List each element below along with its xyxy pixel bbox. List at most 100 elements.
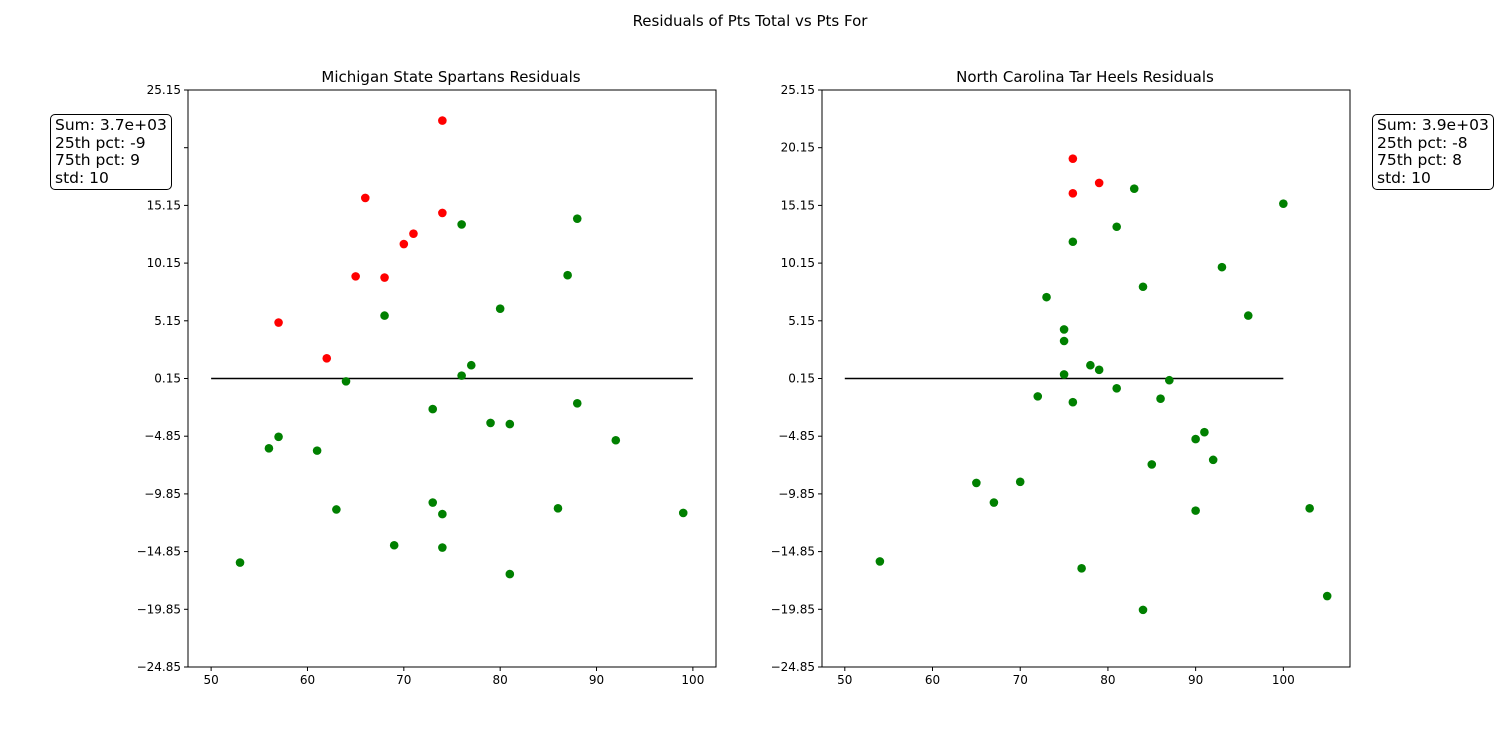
point-green (274, 432, 283, 442)
y-tick-label: −9.85 (144, 487, 181, 501)
point-red (380, 273, 389, 282)
y-tick-label: −24.85 (771, 660, 815, 674)
point-red (360, 193, 370, 203)
x-tick-label: 90 (1188, 673, 1203, 687)
point-green (1015, 477, 1025, 487)
x-tick-label: 50 (837, 673, 852, 687)
point-green (1077, 564, 1086, 573)
y-tick-label: 0.15 (788, 372, 815, 386)
y-tick-label: 10.15 (781, 256, 815, 270)
x-tick-label: 60 (300, 673, 315, 687)
x-tick-label: 100 (1272, 673, 1295, 687)
y-tick-label: −24.85 (137, 660, 181, 674)
x-tick-label: 70 (1013, 673, 1028, 687)
point-green (1165, 375, 1174, 385)
y-tick-label: 0.15 (154, 372, 181, 386)
panel-north-carolina: North Carolina Tar Heels Residuals 50 60 7… (771, 68, 1351, 687)
point-green (1208, 455, 1218, 465)
y-tick-label: 15.15 (147, 198, 181, 212)
point-green (553, 504, 563, 513)
x-tick-label: 80 (1100, 673, 1115, 687)
point-green (563, 270, 572, 280)
stats-box-north-carolina: Sum: 3.9e+03 25th pct: -8 75th pct: 8 st… (1372, 114, 1494, 190)
point-green (1191, 506, 1200, 515)
x-tick-label: 80 (493, 673, 508, 687)
point-green (611, 435, 621, 445)
point-green (972, 478, 981, 488)
point-green (505, 569, 515, 579)
y-tick-label: 25.15 (781, 83, 815, 97)
point-green (1305, 504, 1314, 513)
x-tick-label: 100 (681, 673, 704, 687)
point-red (274, 318, 283, 327)
point-red (438, 208, 447, 218)
point-green (457, 220, 466, 229)
point-green (1243, 311, 1253, 320)
point-green (1217, 262, 1227, 272)
panel-title: Michigan State Spartans Residuals (321, 68, 580, 86)
point-red (322, 354, 332, 363)
stats-75th-pct: 75th pct: 8 (1377, 151, 1463, 169)
point-green (466, 360, 476, 370)
point-green (380, 311, 389, 320)
point-green (1059, 325, 1069, 334)
point-green (1094, 365, 1104, 375)
point-green (1156, 394, 1165, 403)
point-green (1059, 370, 1069, 379)
y-tick-label: −14.85 (137, 545, 181, 559)
y-tick-label: −19.85 (771, 602, 815, 616)
point-green (1138, 282, 1148, 292)
point-red (1068, 154, 1078, 163)
y-tick-label: 15.15 (781, 198, 815, 212)
point-green (1042, 292, 1051, 302)
stats-sum: Sum: 3.7e+03 (55, 116, 167, 134)
y-tick-label: −4.85 (144, 429, 181, 443)
x-tick-label: 50 (203, 673, 218, 687)
point-green (1138, 605, 1148, 615)
stats-sum: Sum: 3.9e+03 (1377, 116, 1489, 134)
point-red (351, 272, 360, 281)
point-red (438, 116, 447, 125)
point-green (1279, 199, 1288, 208)
point-red (1068, 188, 1078, 198)
y-tick-label: 5.15 (788, 314, 815, 328)
point-green (1086, 360, 1095, 370)
point-green (875, 557, 885, 566)
point-green (332, 505, 341, 514)
x-tick-label: 60 (925, 673, 940, 687)
point-green (341, 377, 351, 386)
point-green (428, 404, 438, 414)
y-tick-label: −4.85 (778, 429, 815, 443)
y-tick-label: −19.85 (137, 602, 181, 616)
stats-25th-pct: 25th pct: -8 (1377, 133, 1468, 152)
y-tick-label: 20.15 (781, 141, 815, 155)
point-green (486, 418, 495, 428)
point-green (505, 419, 515, 429)
point-green (678, 508, 688, 518)
x-tick-label: 70 (396, 673, 411, 687)
stats-std: std: 10 (55, 168, 109, 187)
panel-michigan-state: Michigan State Spartans Residuals 50 60 70… (137, 68, 717, 687)
y-tick-label: 10.15 (147, 256, 181, 270)
point-green (1147, 460, 1157, 469)
point-green (1068, 397, 1078, 407)
panel-title: North Carolina Tar Heels Residuals (956, 68, 1214, 86)
y-tick-label: 5.15 (154, 314, 181, 328)
point-green (1112, 222, 1121, 232)
point-green (1059, 336, 1069, 346)
stats-box-michigan-state: Sum: 3.7e+03 25th pct: -9 75th pct: 9 st… (50, 114, 172, 190)
y-tick-label: −14.85 (771, 545, 815, 559)
point-green (264, 444, 274, 453)
point-green (1191, 434, 1200, 444)
point-green (1322, 591, 1332, 601)
point-green (438, 543, 447, 552)
point-green (235, 558, 245, 567)
point-red (399, 239, 409, 249)
y-tick-label: −9.85 (778, 487, 815, 501)
point-green (312, 446, 322, 455)
stats-std: std: 10 (1377, 168, 1431, 187)
point-green (1068, 237, 1078, 247)
point-green (1112, 384, 1121, 393)
stats-75th-pct: 75th pct: 9 (55, 151, 141, 169)
